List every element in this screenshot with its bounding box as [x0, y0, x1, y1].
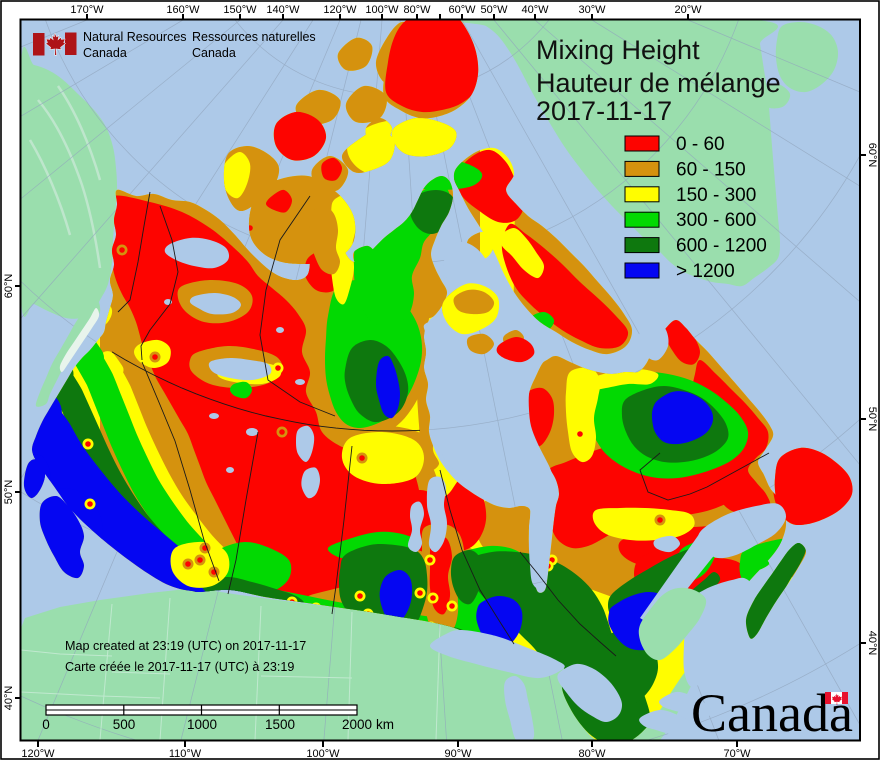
svg-text:Map created at 23:19 (UTC) on: Map created at 23:19 (UTC) on 2017-11-17	[65, 639, 306, 653]
svg-text:50°N: 50°N	[3, 480, 15, 505]
svg-text:300 - 600: 300 - 600	[676, 210, 756, 231]
svg-text:40°N: 40°N	[866, 631, 878, 656]
svg-text:2000: 2000	[342, 717, 372, 732]
svg-text:160°W: 160°W	[166, 4, 200, 16]
svg-text:50°W: 50°W	[480, 4, 508, 16]
svg-text:150 - 300: 150 - 300	[676, 185, 756, 206]
svg-text:100°W: 100°W	[306, 748, 340, 760]
svg-text:40°N: 40°N	[3, 686, 15, 711]
svg-text:km: km	[376, 717, 394, 732]
svg-text:30°W: 30°W	[578, 4, 606, 16]
svg-text:80°W: 80°W	[578, 748, 606, 760]
svg-text:20°W: 20°W	[674, 4, 702, 16]
svg-text:Natural Resources: Natural Resources	[83, 30, 187, 44]
svg-text:Canada: Canada	[192, 46, 236, 60]
svg-text:90°W: 90°W	[444, 748, 472, 760]
svg-text:50°N: 50°N	[866, 407, 878, 432]
svg-text:500: 500	[113, 717, 136, 732]
svg-text:120°W: 120°W	[323, 4, 357, 16]
svg-text:80°W: 80°W	[403, 4, 431, 16]
svg-text:170°W: 170°W	[70, 4, 104, 16]
svg-text:60°N: 60°N	[866, 143, 878, 168]
svg-text:600 - 1200: 600 - 1200	[676, 236, 767, 257]
svg-text:60°W: 60°W	[448, 4, 476, 16]
svg-text:60°N: 60°N	[3, 274, 15, 299]
svg-text:Mixing Height: Mixing Height	[536, 35, 700, 65]
svg-text:0 - 60: 0 - 60	[676, 134, 725, 155]
svg-text:2017-11-17: 2017-11-17	[536, 96, 672, 126]
svg-text:Hauteur de mélange: Hauteur de mélange	[536, 68, 781, 98]
svg-text:140°W: 140°W	[266, 4, 300, 16]
svg-text:120°W: 120°W	[21, 748, 55, 760]
svg-text:> 1200: > 1200	[676, 261, 735, 282]
svg-text:70°W: 70°W	[723, 748, 751, 760]
svg-text:Canada: Canada	[83, 46, 127, 60]
svg-text:0: 0	[42, 717, 50, 732]
svg-text:110°W: 110°W	[169, 748, 202, 760]
svg-text:150°W: 150°W	[223, 4, 257, 16]
svg-text:100°W: 100°W	[365, 4, 399, 16]
svg-text:1000: 1000	[187, 717, 217, 732]
svg-text:1500: 1500	[265, 717, 295, 732]
svg-text:Ressources naturelles: Ressources naturelles	[192, 30, 316, 44]
svg-text:60 - 150: 60 - 150	[676, 159, 746, 180]
svg-text:40°W: 40°W	[521, 4, 549, 16]
svg-text:Carte créée le 2017-11-17 (UTC: Carte créée le 2017-11-17 (UTC) à 23:19	[65, 660, 294, 674]
